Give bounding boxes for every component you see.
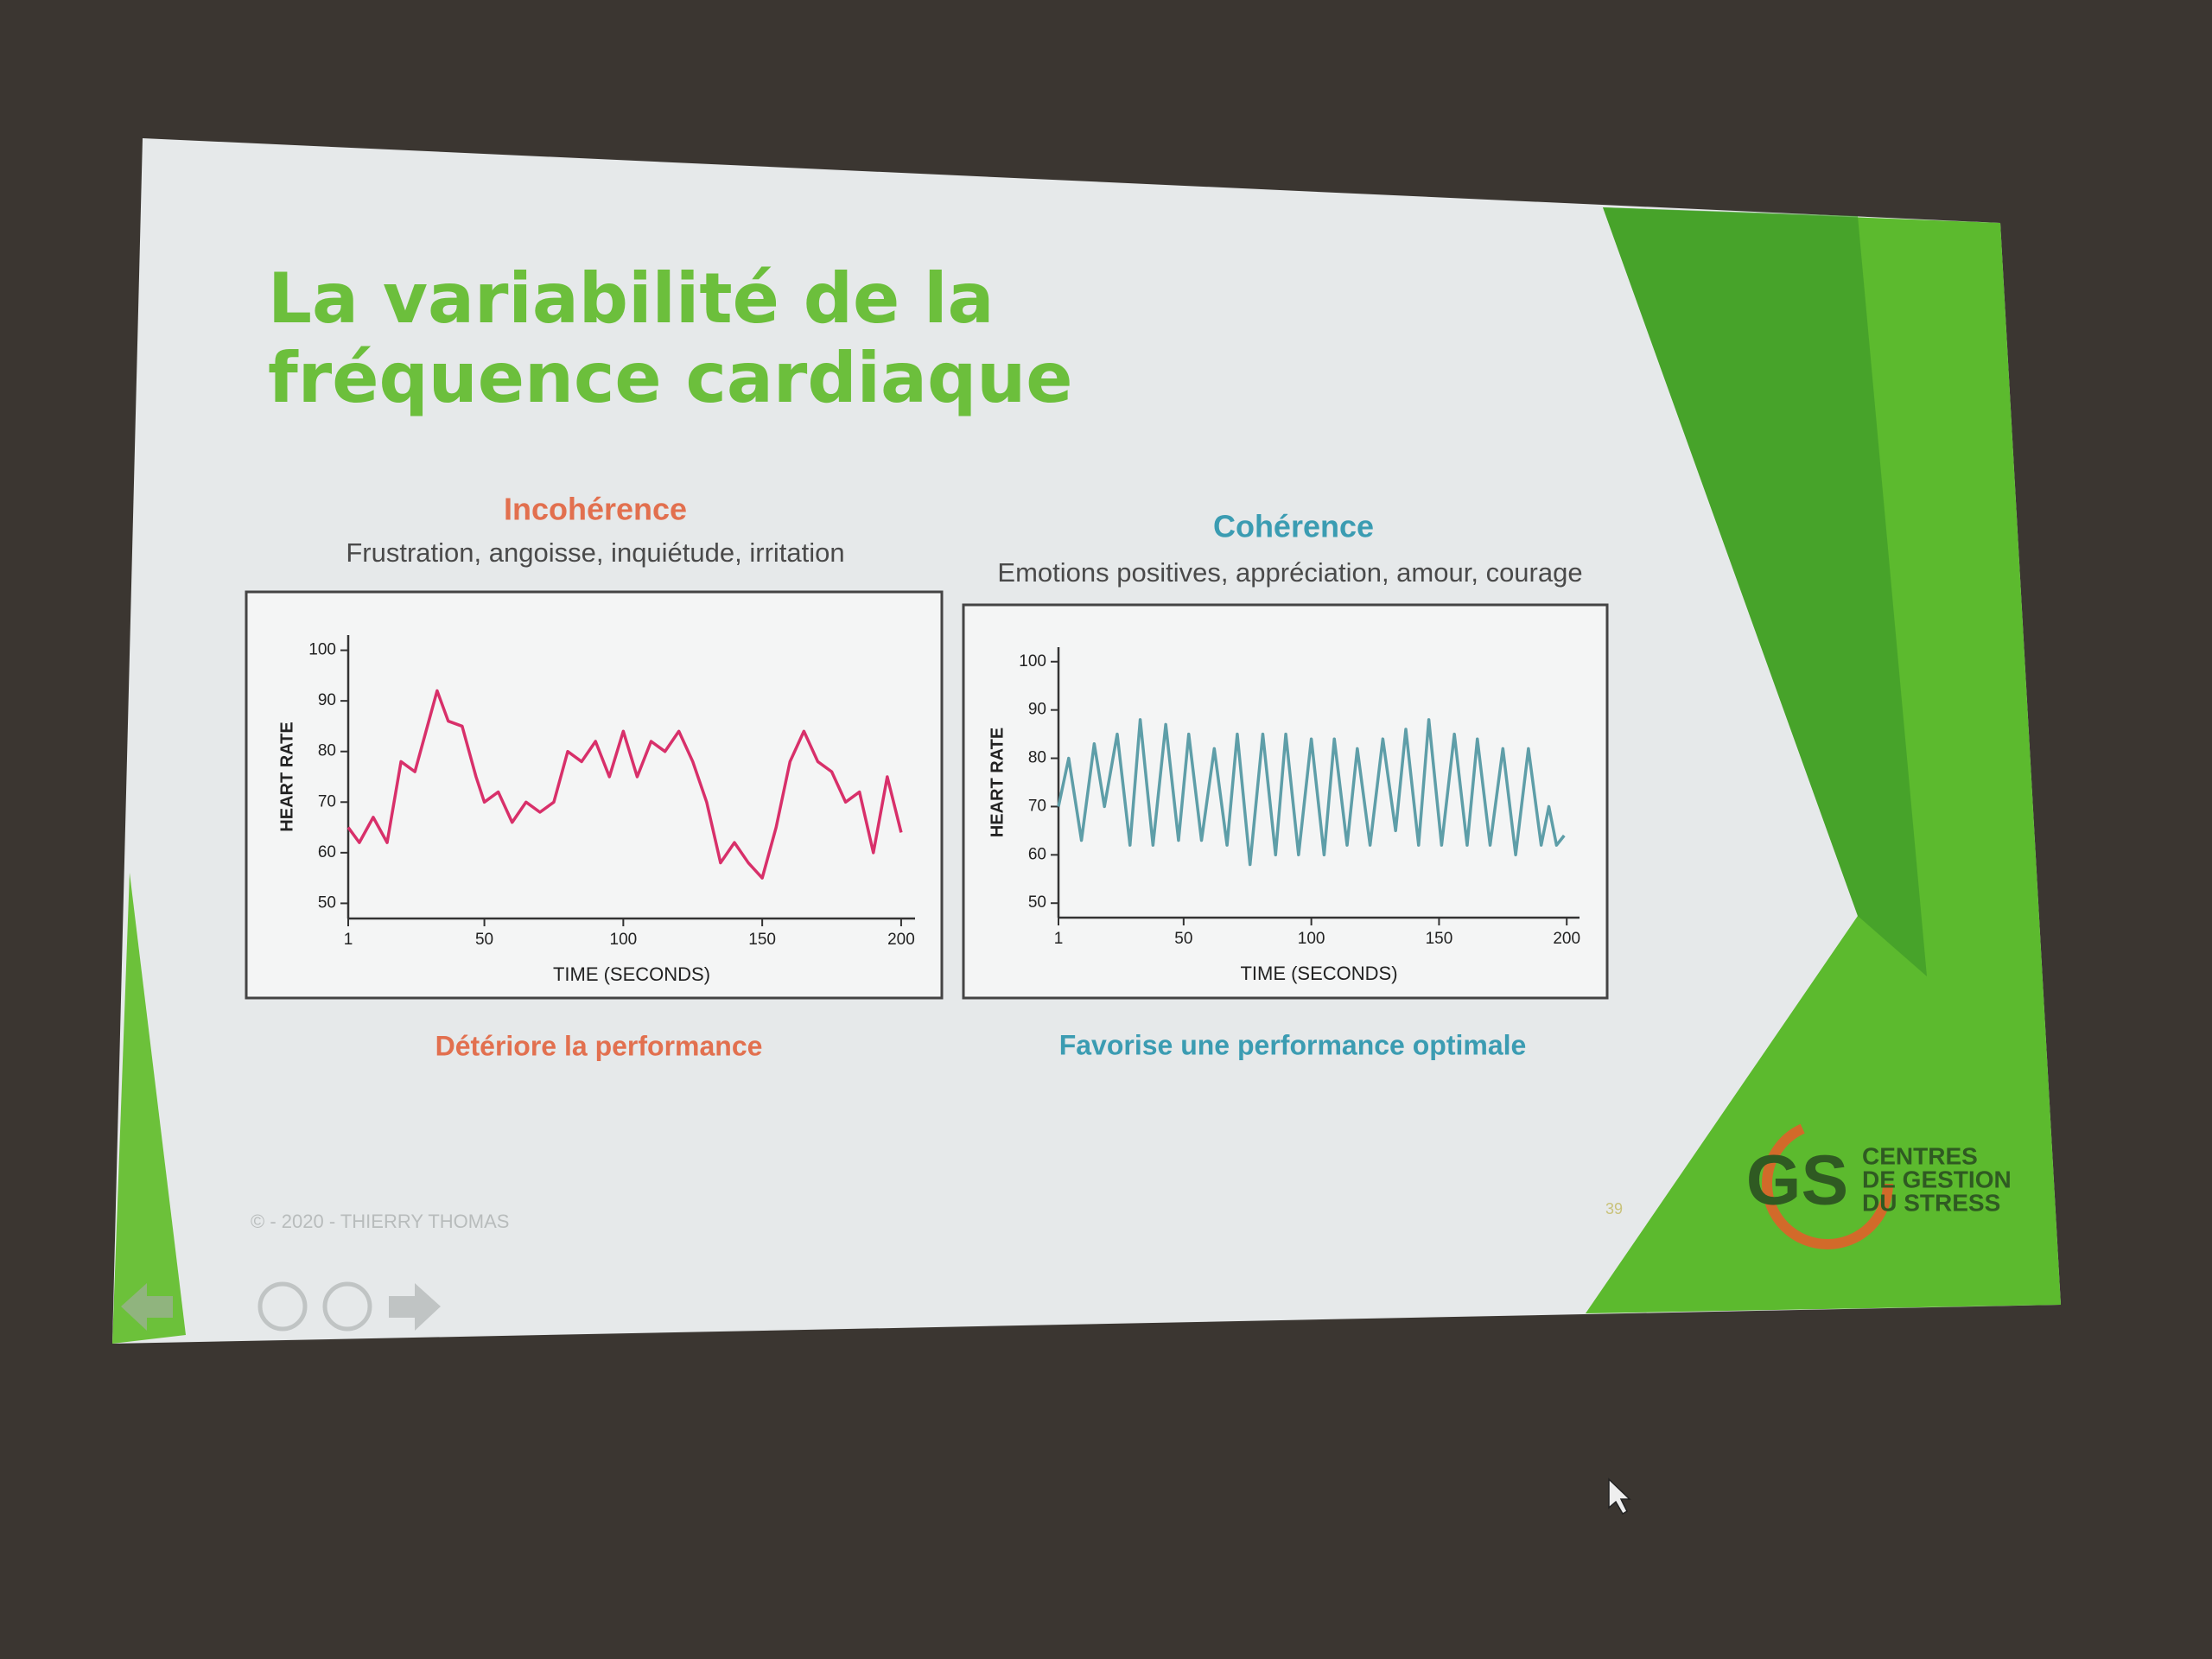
x-tick-label: 150	[748, 931, 776, 949]
y-tick-label: 60	[318, 843, 336, 861]
logo-ring	[1762, 1118, 1893, 1249]
y-axis-title: HEART RATE	[277, 721, 296, 831]
x-tick-label: 100	[610, 931, 638, 949]
logo-mark: GS	[1746, 1141, 1848, 1220]
page-number: 39	[1605, 1200, 1623, 1217]
x-tick-label: 1	[344, 931, 353, 949]
x-tick-label: 200	[887, 931, 915, 949]
y-tick-label: 50	[318, 893, 336, 912]
chart-caption: Détériore la performance	[435, 1030, 763, 1061]
slides-button[interactable]	[257, 1281, 308, 1332]
x-tick-label: 100	[1298, 930, 1325, 948]
x-axis-title: TIME (SECONDS)	[1240, 963, 1397, 984]
y-tick-label: 60	[1028, 845, 1046, 863]
green-shape	[1603, 207, 1927, 976]
footer: © - 2020 - THIERRY THOMAS	[251, 1211, 509, 1232]
chart-title: Cohérence	[1213, 509, 1374, 544]
slide-controls	[121, 1281, 441, 1332]
x-tick-label: 200	[1553, 930, 1580, 948]
logo-text: DU STRESS	[1862, 1189, 2000, 1216]
green-shape	[112, 873, 186, 1344]
cursor	[1608, 1478, 1631, 1516]
chart-caption: Favorise une performance optimale	[1059, 1029, 1527, 1060]
slide-title: La variabilité de la fréquence cardiaque	[268, 258, 1073, 418]
x-tick-label: 50	[475, 931, 493, 949]
y-tick-label: 80	[1028, 749, 1046, 767]
y-tick-label: 90	[318, 691, 336, 709]
logo-text: CENTRES	[1862, 1142, 1978, 1169]
y-tick-label: 100	[308, 641, 336, 659]
chart-subtitle: Emotions positives, appréciation, amour,…	[997, 557, 1582, 588]
next-button[interactable]	[389, 1283, 441, 1331]
y-tick-label: 70	[318, 792, 336, 810]
y-axis-title: HEART RATE	[988, 728, 1007, 837]
more-button[interactable]	[322, 1281, 372, 1332]
heart-rate-line	[1057, 718, 1566, 867]
y-tick-label: 70	[1028, 797, 1046, 815]
prev-button[interactable]	[121, 1283, 173, 1331]
logo-text: DE GESTION	[1862, 1166, 2012, 1192]
heart-rate-line	[346, 689, 903, 880]
x-tick-label: 50	[1174, 930, 1192, 948]
x-tick-label: 150	[1426, 930, 1453, 948]
chart-frame	[962, 603, 1609, 1000]
y-tick-label: 100	[1019, 652, 1046, 671]
y-tick-label: 90	[1028, 701, 1046, 719]
y-tick-label: 50	[1028, 893, 1046, 912]
chart-subtitle: Frustration, angoisse, inquiétude, irrit…	[346, 537, 844, 568]
x-axis-title: TIME (SECONDS)	[553, 963, 710, 985]
x-tick-label: 1	[1054, 930, 1064, 948]
chart-title: Incohérence	[504, 492, 687, 527]
y-tick-label: 80	[318, 742, 336, 760]
chart-frame	[245, 590, 944, 1000]
